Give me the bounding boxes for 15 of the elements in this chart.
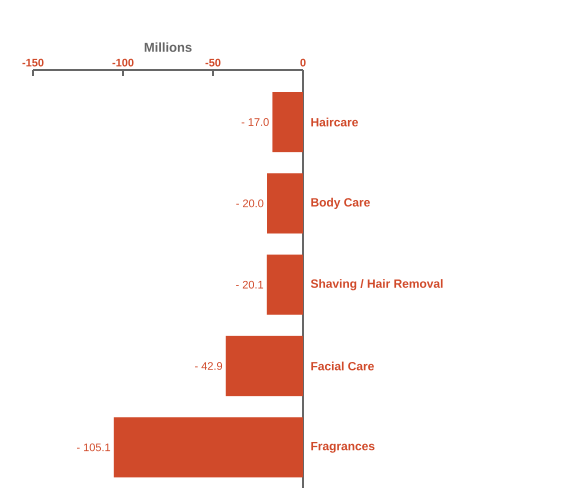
- x-tick-label: -150: [22, 58, 44, 66]
- y-tick-label: Haircare: [311, 118, 358, 126]
- data-label: - 17.0: [242, 118, 269, 126]
- data-label: - 105.1: [76, 443, 110, 452]
- y-tick-label: Shaving / Hair Removal: [310, 279, 443, 290]
- data-label: - 42.9: [195, 362, 222, 370]
- data-label: - 20.0: [236, 200, 264, 208]
- x-tick-label: -50: [206, 58, 220, 66]
- y-tick-label: Facial Care: [311, 362, 374, 370]
- y-tick-label: Fragrances: [311, 442, 374, 453]
- y-tick-label: Body Care: [311, 198, 370, 209]
- x-tick-label: 0: [300, 58, 306, 66]
- x-tick-label: -100: [112, 58, 134, 66]
- data-label: - 20.1: [236, 280, 264, 289]
- x-axis-title: Millions: [144, 42, 192, 52]
